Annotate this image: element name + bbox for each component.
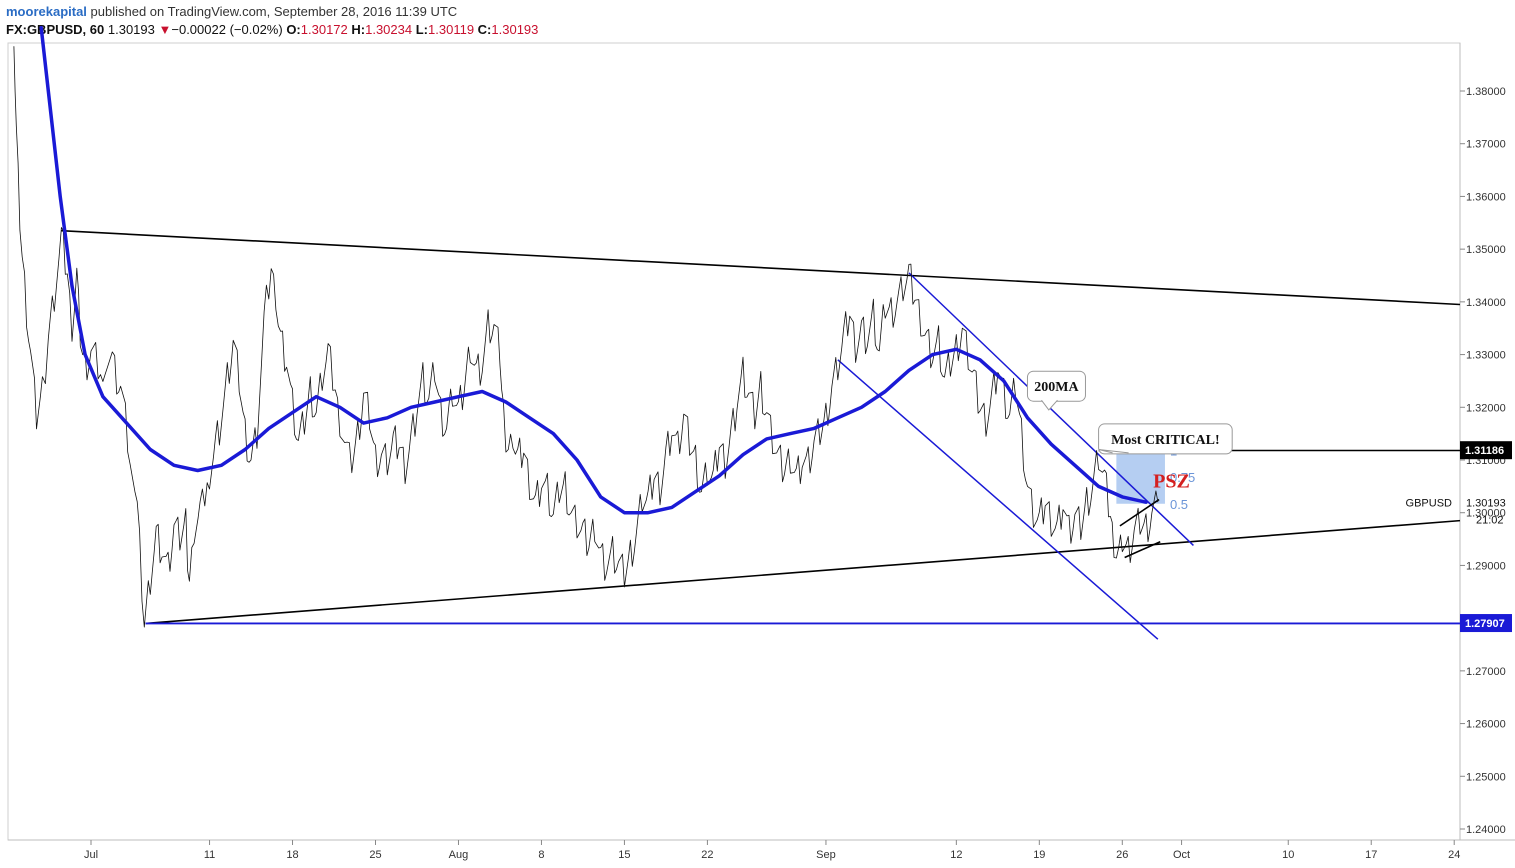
time-tick-label: 25: [369, 849, 381, 861]
price-badge-label: 1.27907: [1465, 618, 1505, 630]
time-tick-label: 8: [538, 849, 544, 861]
annotations[interactable]: 200MA Most CRITICAL! PSZ: [1026, 370, 1233, 492]
moving-average: [39, 25, 1148, 515]
trendline-channel-lower[interactable]: [837, 359, 1159, 640]
callout-text: 200MA: [1034, 380, 1079, 395]
trendline-channel-upper[interactable]: [908, 272, 1194, 546]
psz-label: PSZ: [1153, 470, 1190, 492]
open-value: 1.30172: [300, 22, 348, 37]
high-label: H:: [351, 22, 366, 37]
time-tick-label: 24: [1448, 849, 1460, 861]
time-tick-label: 10: [1282, 849, 1294, 861]
low-label: L:: [415, 22, 429, 37]
price-tick-label: 1.24000: [1466, 824, 1506, 836]
price-tick-label: 1.34000: [1466, 297, 1506, 309]
price-axis[interactable]: 1.38000 1.37000 1.36000 1.35000 1.34000 1.330…: [1460, 86, 1506, 836]
trendline-wedge-upper[interactable]: [1119, 498, 1160, 527]
close-label: C:: [477, 22, 492, 37]
fib-level-label: 0.75: [1170, 470, 1195, 485]
time-tick-label: 12: [950, 849, 962, 861]
countdown-label: 21:02: [1476, 515, 1504, 527]
callout-pointer: [1098, 448, 1129, 454]
price-tick-label: 1.30000: [1466, 508, 1506, 520]
price-tick-label: 1.38000: [1466, 86, 1506, 98]
price-badge: [1460, 441, 1512, 460]
time-tick-label: 11: [204, 849, 215, 861]
price-tick-label: 1.29000: [1466, 560, 1506, 572]
time-tick-label: Sep: [816, 849, 836, 861]
current-price-label: 1.30193: [1466, 498, 1506, 510]
time-tick-label: Jul: [84, 849, 98, 861]
close-value: 1.30193: [491, 22, 539, 37]
publish-info: moorekapital published on TradingView.co…: [6, 4, 457, 19]
ma-200-line: [39, 25, 1148, 515]
published-text: published on TradingView.com, September …: [86, 4, 458, 19]
chart-header: moorekapital published on TradingView.co…: [0, 0, 1515, 42]
price-tick-label: 1.37000: [1466, 139, 1506, 151]
callout-200ma[interactable]: 200MA: [1026, 370, 1086, 411]
price-tick-label: 1.26000: [1466, 719, 1506, 731]
trendline-wedge-lower[interactable]: [1124, 540, 1161, 559]
price-badges: 1.31186 1.27907 GBPUSD 1.30193 21:02: [1406, 441, 1512, 633]
symbol-ohlc-row: FX:GBPUSD, 60 1.30193 ▼−0.00022 (−0.02%)…: [6, 22, 538, 37]
callout-box: [1098, 423, 1233, 455]
callout-most-critical[interactable]: Most CRITICAL!: [1098, 423, 1233, 455]
last-price: 1.30193: [107, 22, 155, 37]
open-label: O:: [286, 22, 301, 37]
price-tick-label: 1.36000: [1466, 191, 1506, 203]
price-tick-label: 1.25000: [1466, 771, 1506, 783]
low-value: 1.30119: [428, 22, 475, 37]
author-name[interactable]: moorekapital: [6, 4, 87, 19]
price-tick-label: 1.32000: [1466, 402, 1506, 414]
time-tick-label: 22: [701, 849, 713, 861]
price-tick-label: 1.27000: [1466, 666, 1506, 678]
time-tick-label: Oct: [1173, 849, 1190, 861]
down-triangle-icon: ▼: [158, 22, 172, 37]
time-tick-label: 17: [1365, 849, 1377, 861]
price-badge: [1460, 614, 1512, 633]
time-tick-label: 15: [618, 849, 630, 861]
price-tick-label: 1.33000: [1466, 350, 1506, 362]
trendline-upper-resistance[interactable]: [61, 229, 1461, 306]
callout-text: Most CRITICAL!: [1111, 433, 1220, 448]
price-tick-label: 1.35000: [1466, 244, 1506, 256]
callout-pointer: [1041, 399, 1058, 411]
time-tick-label: Aug: [449, 849, 469, 861]
trendlines[interactable]: [61, 229, 1461, 640]
symbol-label: FX:GBPUSD, 60: [6, 22, 105, 37]
fib-level-label: 0.5: [1170, 497, 1188, 512]
price-change: −0.00022 (−0.02%): [171, 22, 283, 37]
time-axis[interactable]: Jul 11 18 25 Aug 8 15 22 Sep 12 19 26 Oct 10 17 24: [84, 840, 1460, 861]
time-tick-label: 26: [1116, 849, 1128, 861]
high-value: 1.30234: [365, 22, 413, 37]
price-series: [13, 46, 1159, 628]
time-tick-label: 18: [286, 849, 298, 861]
time-tick-label: 19: [1033, 849, 1045, 861]
price-badge-label: 1.31186: [1465, 445, 1504, 457]
symbol-label: GBPUSD: [1406, 498, 1453, 510]
price-line: [13, 46, 1159, 628]
plot-frame: [7, 42, 1461, 841]
trendline-lower-support[interactable]: [145, 519, 1461, 625]
